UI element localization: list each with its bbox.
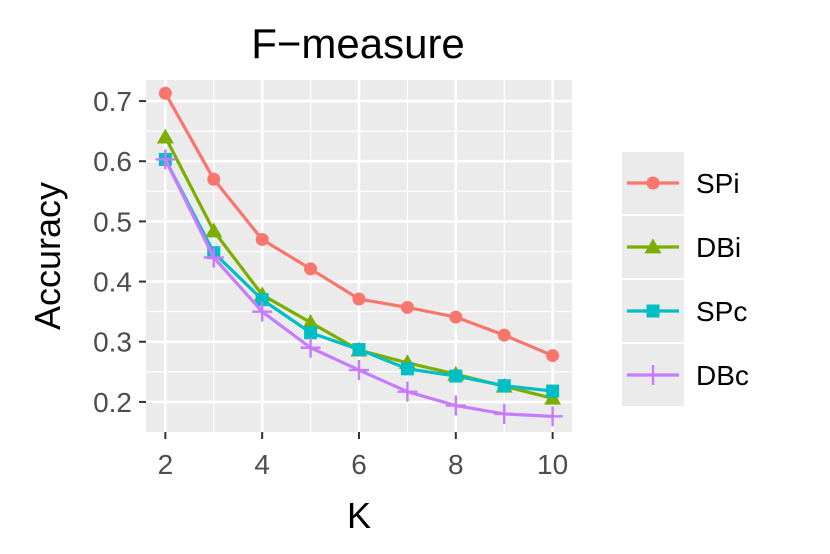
data-point: [397, 381, 418, 402]
data-point: [445, 395, 466, 416]
data-point: [304, 326, 318, 340]
data-point: [352, 343, 366, 357]
y-tick-label: 0.6: [93, 146, 132, 177]
data-point: [155, 149, 176, 170]
x-tick-label: 6: [351, 449, 367, 480]
data-point: [542, 406, 563, 427]
y-tick-label: 0.3: [93, 327, 132, 358]
axes: 2 4 6 8 10 0.2 0.3 0.4 0.5 0.6 0.7: [93, 86, 568, 480]
series-layer: [155, 86, 563, 427]
x-tick-label: 4: [254, 449, 270, 480]
legend-item-dbc: DBc: [622, 344, 749, 406]
y-tick-label: 0.4: [93, 267, 132, 298]
data-point: [205, 222, 223, 238]
data-point: [352, 292, 366, 306]
data-point: [300, 337, 321, 358]
legend-marker: [646, 304, 660, 318]
data-point: [349, 360, 369, 381]
legend-label: SPc: [696, 296, 747, 327]
x-axis-title: K: [347, 495, 371, 536]
data-point: [158, 86, 172, 100]
data-point: [400, 362, 414, 376]
grid-lines: [146, 80, 572, 432]
legend-item-dbi: DBi: [622, 216, 741, 278]
data-point: [546, 349, 560, 363]
y-axis-title: Accuracy: [27, 182, 68, 330]
data-point: [255, 232, 269, 246]
series-spc: [158, 152, 560, 398]
data-point: [302, 313, 320, 329]
data-point: [203, 247, 224, 268]
legend-marker: [646, 176, 660, 190]
data-point: [255, 293, 269, 307]
x-tick-label: 10: [537, 449, 568, 480]
y-tick-label: 0.7: [93, 86, 132, 117]
data-point: [449, 369, 463, 383]
data-point: [497, 379, 511, 393]
legend-label: SPi: [696, 168, 740, 199]
legend-item-spi: SPi: [622, 152, 740, 214]
data-point: [304, 262, 318, 276]
x-tick-label: 8: [448, 449, 464, 480]
data-point: [497, 328, 511, 342]
y-tick-label: 0.2: [93, 387, 132, 418]
series-spi: [158, 86, 560, 363]
y-tick-label: 0.5: [93, 206, 132, 237]
legend-label: DBi: [696, 232, 741, 263]
data-point: [252, 301, 273, 322]
data-point: [449, 310, 463, 324]
data-point: [207, 172, 221, 186]
legend: SPi DBi SPc DBc: [622, 152, 749, 406]
legend-marker: [644, 238, 662, 254]
legend-marker: [643, 365, 663, 385]
x-tick-label: 2: [158, 449, 174, 480]
legend-item-spc: SPc: [622, 280, 747, 342]
data-point: [156, 128, 174, 144]
data-point: [400, 300, 414, 314]
series-dbc: [155, 149, 563, 427]
data-point: [494, 403, 515, 424]
chart-title: F−measure: [251, 20, 465, 67]
legend-label: DBc: [696, 360, 749, 391]
data-point: [546, 384, 560, 398]
